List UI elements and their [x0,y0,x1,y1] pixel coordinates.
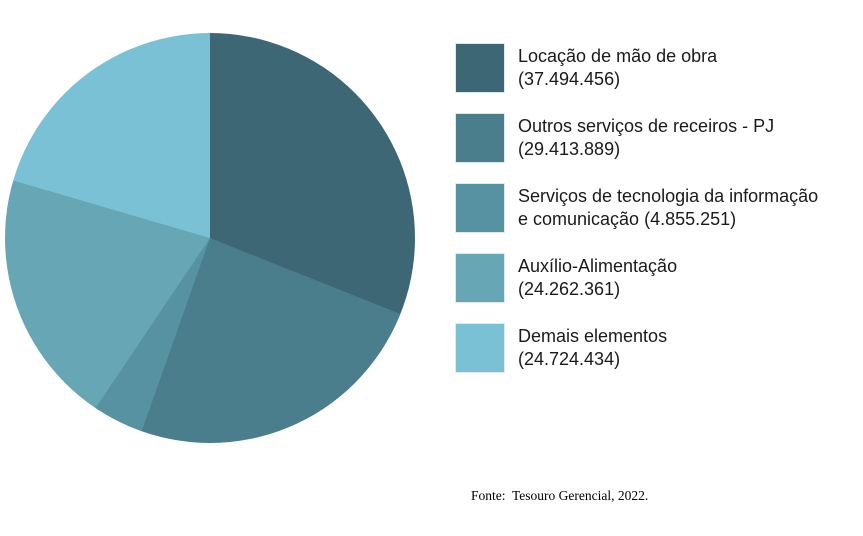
pie-chart [5,33,415,443]
legend: Locação de mão de obra (37.494.456) Outr… [455,43,818,373]
source-note: Fonte: Tesouro Gerencial, 2022. [471,488,649,503]
legend-swatch [455,113,505,163]
legend-label: Auxílio-Alimentação (24.262.361) [518,256,678,299]
legend-label: Serviços de tecnologia da informação e c… [518,186,819,229]
legend-item-locacao: Locação de mão de obra (37.494.456) [455,43,818,93]
legend-swatch [455,323,505,373]
legend-item-servicos-tecnologia: Serviços de tecnologia da informação e c… [455,183,818,233]
legend-item-outros-servicos: Outros serviços de receiros - PJ (29.413… [455,113,818,163]
legend-item-auxilio-alimentacao: Auxílio-Alimentação (24.262.361) [455,253,818,303]
legend-item-demais-elementos: Demais elementos (24.724.434) [455,323,818,373]
legend-label: Outros serviços de receiros - PJ (29.413… [518,116,775,159]
legend-label: Locação de mão de obra (37.494.456) [518,46,718,89]
legend-label: Demais elementos (24.724.434) [518,326,668,369]
legend-swatch [455,253,505,303]
legend-swatch [455,43,505,93]
legend-swatch [455,183,505,233]
